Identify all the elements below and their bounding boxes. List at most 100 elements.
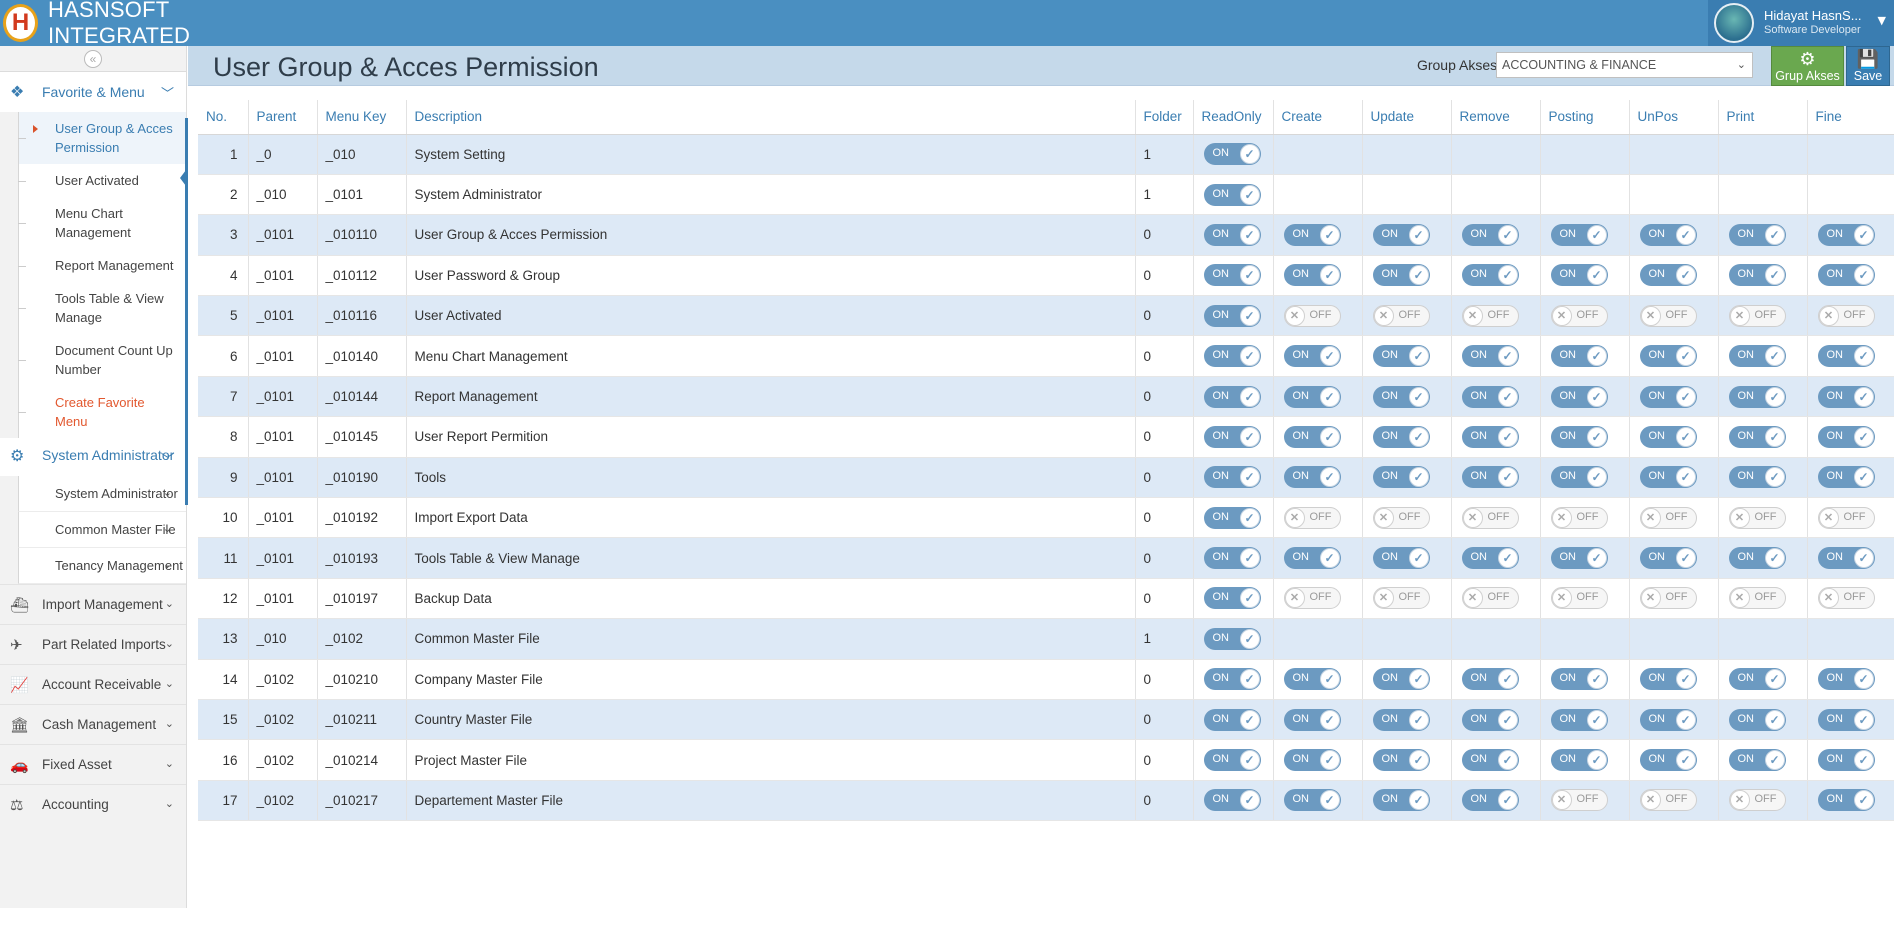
column-header[interactable]: Posting: [1540, 100, 1630, 135]
permission-toggle[interactable]: ON ✓: [1283, 547, 1341, 570]
column-header[interactable]: UnPos: [1629, 100, 1719, 135]
permission-toggle[interactable]: ON ✓: [1817, 425, 1875, 448]
permission-toggle[interactable]: ON ✓: [1461, 425, 1519, 448]
permission-toggle[interactable]: ON ✓: [1372, 789, 1430, 812]
permission-toggle[interactable]: ON ✓: [1461, 547, 1519, 570]
permission-toggle[interactable]: OFF ✕: [1550, 506, 1608, 529]
permission-toggle[interactable]: ON ✓: [1550, 466, 1608, 489]
permission-toggle[interactable]: ON ✓: [1203, 264, 1261, 287]
permission-toggle[interactable]: ON ✓: [1550, 668, 1608, 691]
permission-toggle[interactable]: ON ✓: [1728, 668, 1786, 691]
permission-toggle[interactable]: OFF ✕: [1817, 506, 1875, 529]
permission-toggle[interactable]: ON ✓: [1283, 668, 1341, 691]
permission-toggle[interactable]: ON ✓: [1372, 749, 1430, 772]
caret-down-icon[interactable]: ▼: [1877, 14, 1886, 27]
permission-toggle[interactable]: ON ✓: [1203, 183, 1261, 206]
permission-toggle[interactable]: ON ✓: [1461, 708, 1519, 731]
permission-toggle[interactable]: ON ✓: [1203, 668, 1261, 691]
permission-toggle[interactable]: ON ✓: [1203, 466, 1261, 489]
permission-toggle[interactable]: OFF ✕: [1461, 506, 1519, 529]
save-button[interactable]: 💾 Save: [1846, 46, 1890, 86]
permission-toggle[interactable]: ON ✓: [1817, 708, 1875, 731]
permission-toggle[interactable]: ON ✓: [1283, 425, 1341, 448]
column-header[interactable]: Description: [406, 100, 1136, 135]
sidebar-group[interactable]: 📈 Account Receivable ⌄: [0, 664, 186, 704]
permission-toggle[interactable]: ON ✓: [1461, 345, 1519, 368]
column-header[interactable]: Print: [1718, 100, 1808, 135]
permission-toggle[interactable]: OFF ✕: [1461, 304, 1519, 327]
permission-toggle[interactable]: ON ✓: [1283, 223, 1341, 246]
permission-toggle[interactable]: ON ✓: [1283, 264, 1341, 287]
permission-toggle[interactable]: ON ✓: [1203, 345, 1261, 368]
column-header[interactable]: Create: [1273, 100, 1363, 135]
permission-toggle[interactable]: ON ✓: [1372, 223, 1430, 246]
permission-toggle[interactable]: ON ✓: [1817, 466, 1875, 489]
permission-toggle[interactable]: OFF ✕: [1550, 304, 1608, 327]
permission-toggle[interactable]: ON ✓: [1461, 668, 1519, 691]
permission-toggle[interactable]: ON ✓: [1639, 547, 1697, 570]
permission-toggle[interactable]: OFF ✕: [1639, 789, 1697, 812]
permission-toggle[interactable]: ON ✓: [1203, 385, 1261, 408]
group-akses-select[interactable]: ACCOUNTING & FINANCE ⌄: [1496, 52, 1753, 78]
permission-toggle[interactable]: ON ✓: [1283, 708, 1341, 731]
permission-toggle[interactable]: ON ✓: [1639, 466, 1697, 489]
column-header[interactable]: Menu Key: [317, 100, 407, 135]
sidebar-item[interactable]: User Group & Acces Permission: [18, 112, 186, 164]
sidebar-item[interactable]: Report Management: [18, 249, 186, 282]
permission-toggle[interactable]: ON ✓: [1203, 425, 1261, 448]
permission-toggle[interactable]: ON ✓: [1728, 749, 1786, 772]
sidebar-group[interactable]: ⛴ Import Management ⌄: [0, 584, 186, 624]
permission-toggle[interactable]: ON ✓: [1639, 264, 1697, 287]
sidebar-item[interactable]: Common Master File ⌄: [18, 512, 186, 548]
permission-toggle[interactable]: OFF ✕: [1728, 789, 1786, 812]
permission-toggle[interactable]: ON ✓: [1550, 345, 1608, 368]
permission-toggle[interactable]: OFF ✕: [1728, 506, 1786, 529]
permission-toggle[interactable]: OFF ✕: [1372, 506, 1430, 529]
permission-toggle[interactable]: ON ✓: [1203, 304, 1261, 327]
permission-toggle[interactable]: ON ✓: [1550, 425, 1608, 448]
permission-toggle[interactable]: ON ✓: [1728, 708, 1786, 731]
sidebar-group[interactable]: ⚖ Accounting ⌄: [0, 784, 186, 824]
column-header[interactable]: No.: [198, 100, 249, 135]
permission-toggle[interactable]: OFF ✕: [1550, 587, 1608, 610]
permission-toggle[interactable]: OFF ✕: [1817, 304, 1875, 327]
permission-toggle[interactable]: ON ✓: [1817, 385, 1875, 408]
permission-toggle[interactable]: ON ✓: [1203, 708, 1261, 731]
permission-toggle[interactable]: ON ✓: [1203, 223, 1261, 246]
permission-toggle[interactable]: ON ✓: [1283, 385, 1341, 408]
permission-toggle[interactable]: ON ✓: [1203, 587, 1261, 610]
permission-toggle[interactable]: ON ✓: [1728, 425, 1786, 448]
column-header[interactable]: Parent: [248, 100, 318, 135]
permission-toggle[interactable]: OFF ✕: [1728, 304, 1786, 327]
permission-toggle[interactable]: ON ✓: [1372, 385, 1430, 408]
permission-toggle[interactable]: ON ✓: [1817, 345, 1875, 368]
permission-toggle[interactable]: OFF ✕: [1639, 506, 1697, 529]
permission-toggle[interactable]: ON ✓: [1461, 466, 1519, 489]
permission-toggle[interactable]: ON ✓: [1550, 264, 1608, 287]
permission-toggle[interactable]: ON ✓: [1283, 789, 1341, 812]
permission-toggle[interactable]: ON ✓: [1550, 385, 1608, 408]
user-menu[interactable]: Hidayat HasnS... Software Developer ▼: [1708, 0, 1894, 46]
permission-toggle[interactable]: ON ✓: [1203, 749, 1261, 772]
sidebar-item[interactable]: Tools Table & View Manage: [18, 282, 186, 334]
sidebar-collapse[interactable]: «: [0, 46, 186, 72]
permission-toggle[interactable]: ON ✓: [1283, 466, 1341, 489]
permission-toggle[interactable]: ON ✓: [1203, 506, 1261, 529]
permission-toggle[interactable]: OFF ✕: [1283, 506, 1341, 529]
permission-toggle[interactable]: ON ✓: [1639, 345, 1697, 368]
permission-toggle[interactable]: ON ✓: [1461, 789, 1519, 812]
permission-toggle[interactable]: ON ✓: [1372, 264, 1430, 287]
permission-toggle[interactable]: ON ✓: [1550, 547, 1608, 570]
permission-toggle[interactable]: ON ✓: [1728, 345, 1786, 368]
column-header[interactable]: ReadOnly: [1193, 100, 1274, 135]
permission-toggle[interactable]: ON ✓: [1817, 749, 1875, 772]
double-chevron-left-icon[interactable]: «: [84, 49, 102, 68]
column-header[interactable]: Remove: [1451, 100, 1541, 135]
permission-toggle[interactable]: ON ✓: [1817, 547, 1875, 570]
permission-toggle[interactable]: ON ✓: [1728, 385, 1786, 408]
permission-toggle[interactable]: ON ✓: [1461, 223, 1519, 246]
permission-toggle[interactable]: ON ✓: [1728, 547, 1786, 570]
permission-toggle[interactable]: ON ✓: [1728, 466, 1786, 489]
brand[interactable]: H HASNSOFT INTEGRATED: [0, 0, 292, 48]
permission-toggle[interactable]: ON ✓: [1372, 547, 1430, 570]
